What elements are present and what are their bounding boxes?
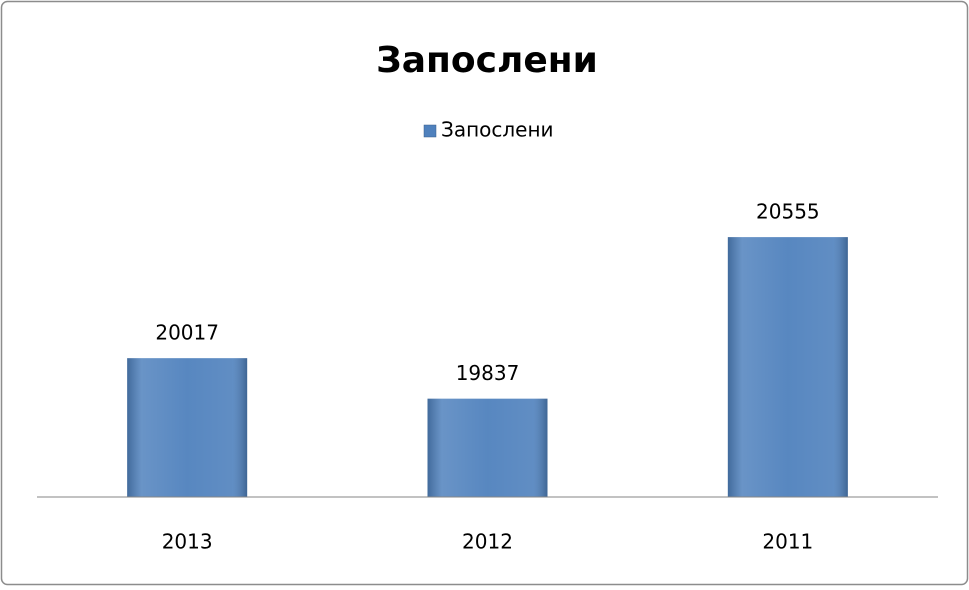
legend-swatch [423,124,437,138]
bar-shine [127,358,248,497]
legend-label: Запослени [441,118,554,142]
bar-shine [427,398,548,497]
x-tick-label: 2013 [162,530,213,554]
data-label: 19837 [456,361,520,385]
data-label: 20555 [756,200,820,224]
legend: Запослени [423,118,554,142]
x-tick-label: 2012 [462,530,513,554]
chart-title: Запослени [376,40,598,81]
data-label: 20017 [155,321,219,345]
x-tick-label: 2011 [762,530,813,554]
bar-shine [727,237,848,497]
